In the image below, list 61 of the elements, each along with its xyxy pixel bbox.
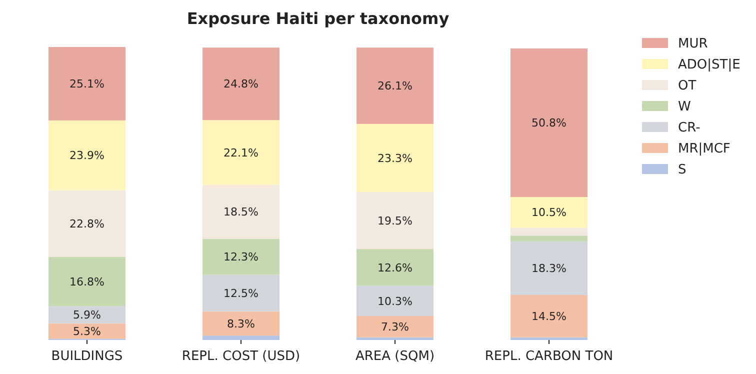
legend-label: S [678, 162, 686, 178]
bar [48, 323, 126, 339]
x-tick-label: REPL. CARBON TON [484, 349, 614, 364]
data-label: 22.1% [224, 146, 258, 160]
data-label: 14.5% [532, 310, 566, 324]
legend-label: CR- [678, 120, 701, 136]
bar [202, 120, 280, 185]
data-label: 22.8% [70, 217, 104, 230]
bar [48, 306, 126, 324]
data-label: 16.8% [70, 275, 104, 288]
bar [510, 241, 588, 295]
bar [510, 197, 588, 228]
bar [356, 249, 434, 286]
bar [202, 48, 280, 120]
legend-label: MUR [678, 36, 708, 52]
chart-title: Exposure Haiti per taxonomy [186, 9, 450, 28]
bar [510, 236, 588, 242]
legend-label: W [678, 100, 691, 115]
data-label: 12.3% [224, 250, 258, 264]
data-label: 10.5% [532, 206, 566, 220]
data-label: 10.3% [378, 294, 412, 308]
bar [356, 124, 434, 192]
bar [202, 184, 280, 239]
data-label: 12.5% [224, 286, 258, 300]
bar [510, 48, 588, 198]
bar [202, 311, 280, 336]
bar [202, 336, 280, 340]
bar [356, 286, 434, 316]
bar [356, 337, 434, 340]
data-label: 23.9% [70, 149, 104, 162]
data-label: 19.5% [378, 214, 412, 228]
x-tick-label: BUILDINGS [51, 349, 123, 364]
data-label: 23.3% [378, 152, 412, 165]
data-label: 12.6% [378, 261, 412, 274]
bar [48, 47, 126, 120]
data-label: 25.1% [70, 78, 104, 91]
data-label: 24.8% [224, 78, 258, 91]
bar [356, 192, 434, 250]
bar [510, 228, 588, 236]
data-label: 7.3% [381, 320, 409, 334]
data-label: 8.3% [227, 317, 255, 330]
bar [48, 120, 126, 190]
bar [48, 190, 126, 257]
data-label: 18.5% [224, 206, 258, 219]
bar [356, 48, 434, 124]
legend-label: MR|MCF [678, 142, 730, 157]
bar [202, 274, 280, 312]
bar [356, 316, 434, 338]
x-tick-label: AREA (SQM) [356, 349, 435, 364]
data-label: 26.1% [378, 80, 412, 93]
x-tick-label: REPL. COST (USD) [182, 349, 300, 364]
legend-label: OT [678, 78, 696, 94]
data-label: 5.3% [73, 324, 101, 338]
bar [202, 238, 280, 275]
legend-label: ADO|ST|E [678, 58, 740, 73]
bar [510, 294, 588, 338]
data-label: 5.9% [73, 308, 101, 322]
bar [48, 256, 126, 306]
data-label: 18.3% [532, 262, 566, 276]
data-label: 50.8% [532, 116, 566, 130]
bar [510, 337, 588, 340]
